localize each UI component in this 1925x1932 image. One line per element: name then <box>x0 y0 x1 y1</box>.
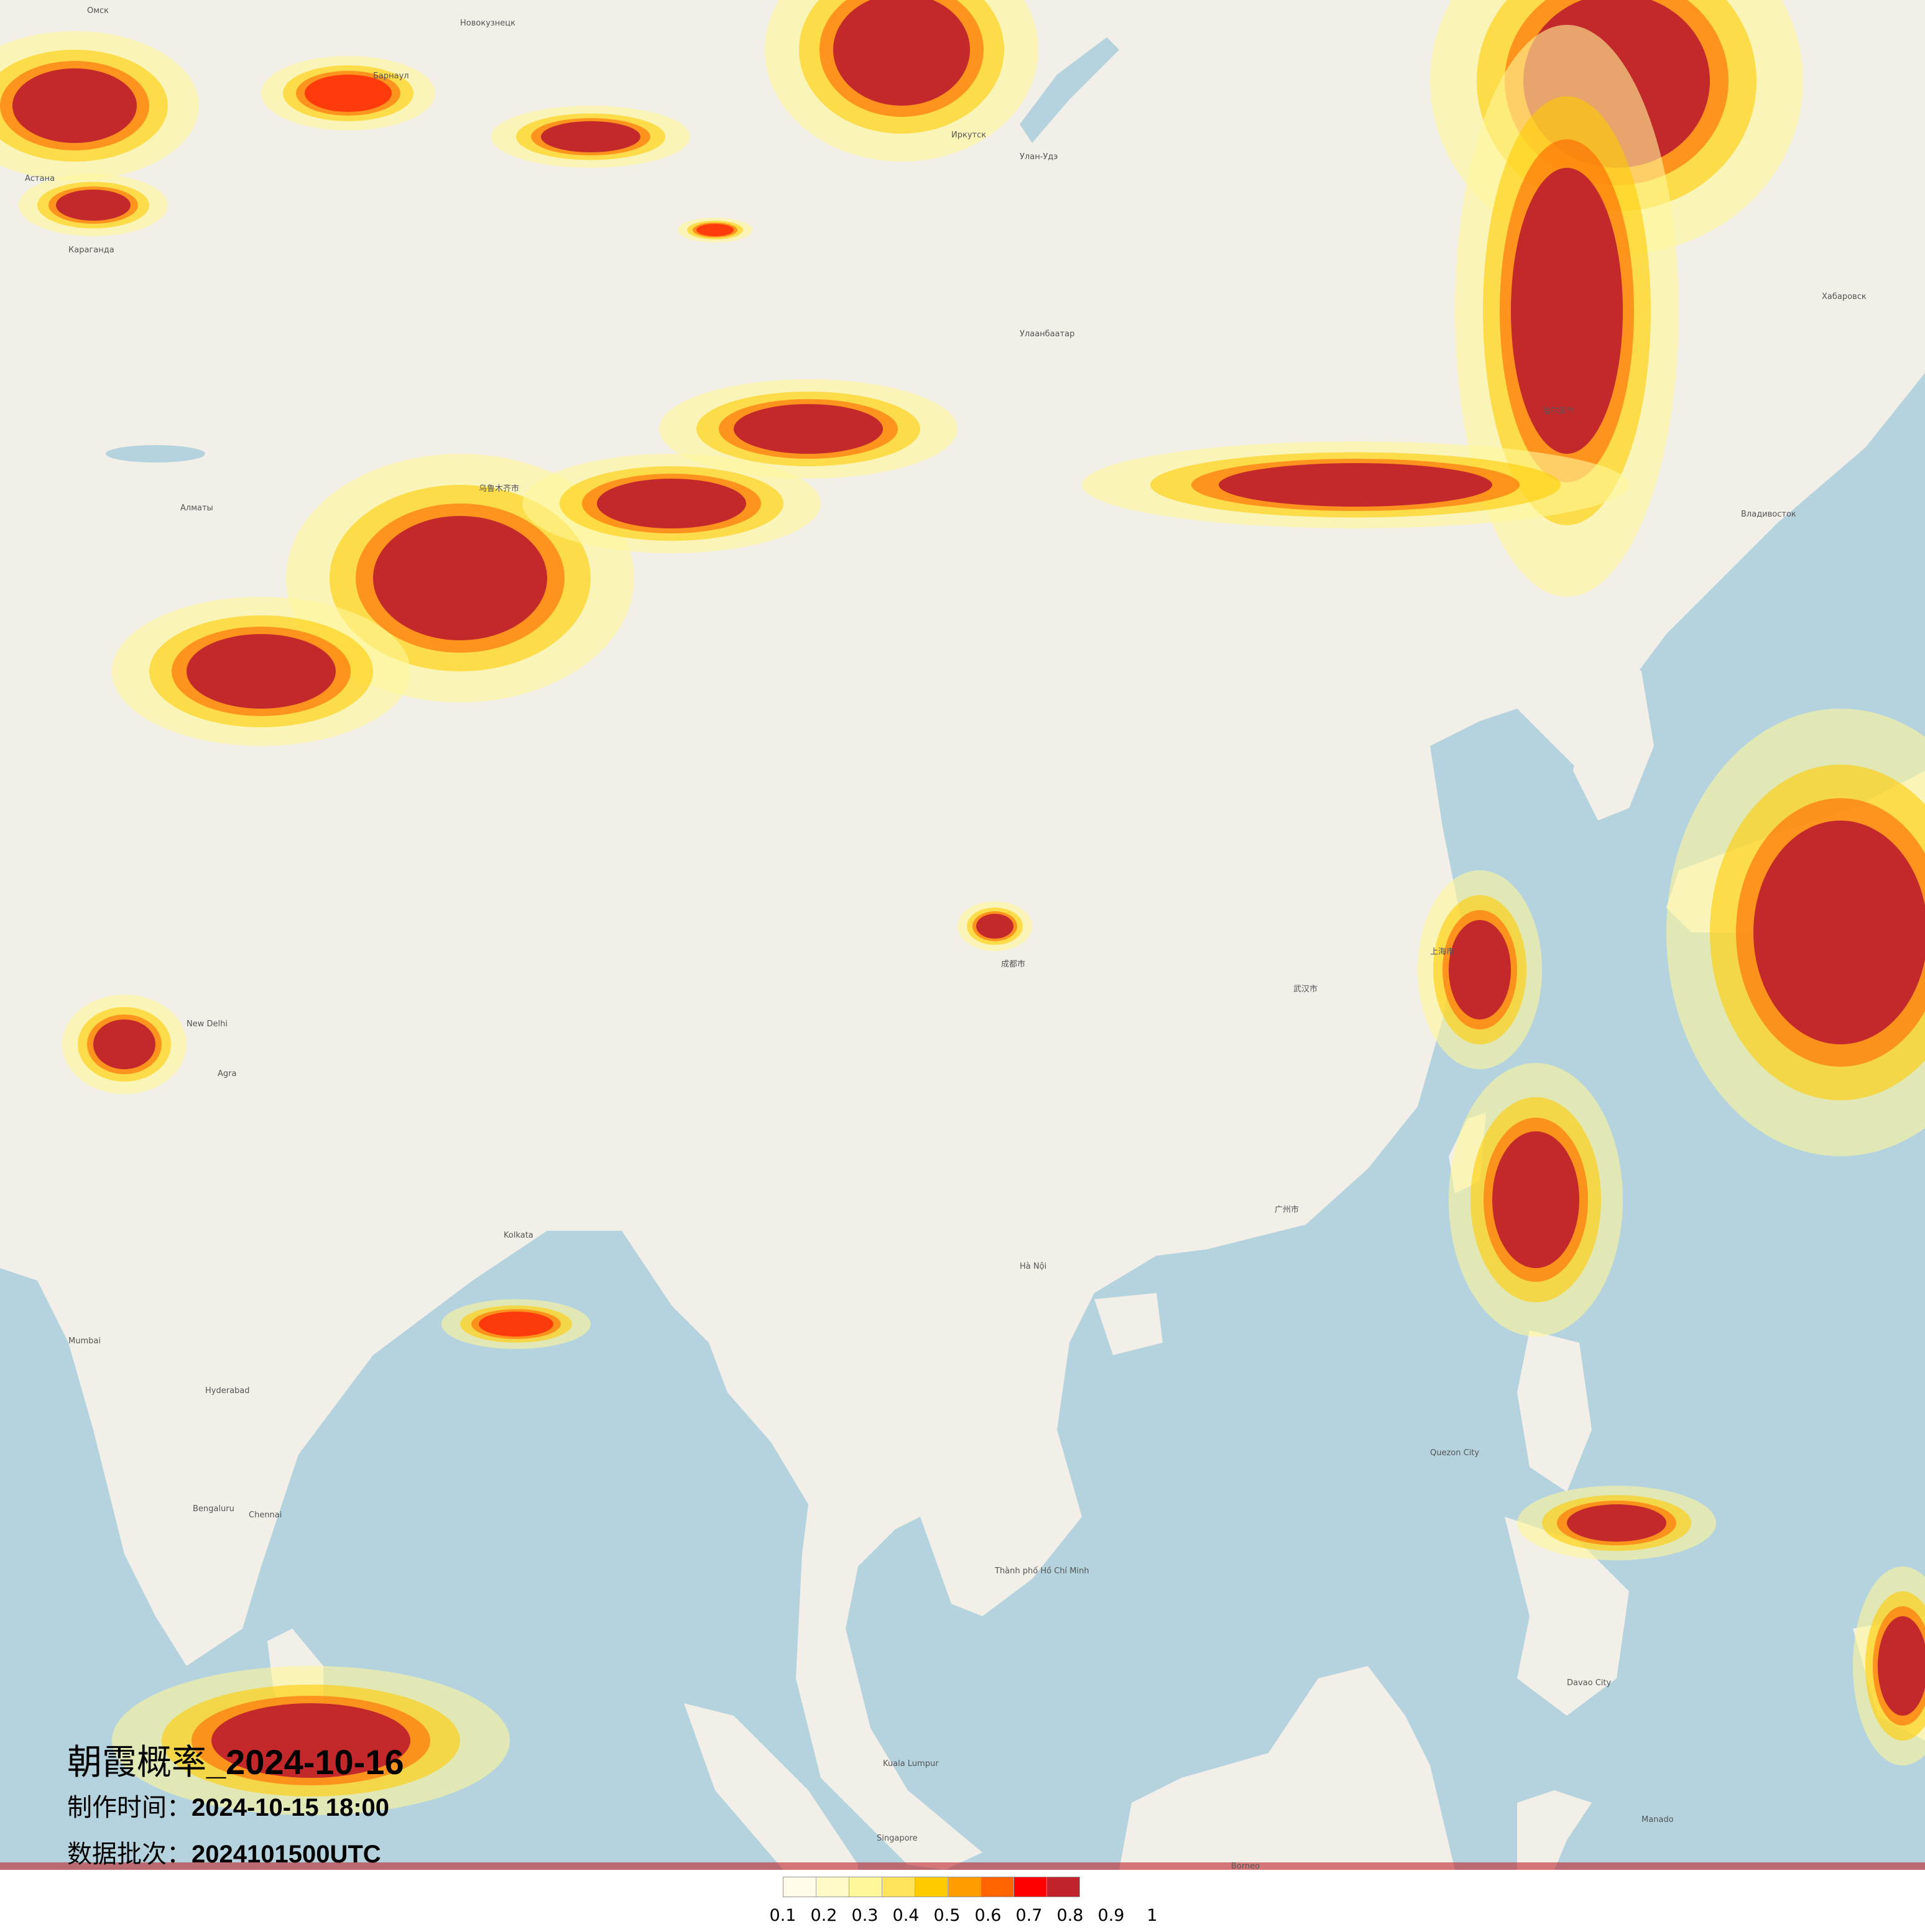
probability-area <box>187 634 336 709</box>
lake-balkhash <box>106 445 205 462</box>
legend-tick: 1 <box>1147 1906 1158 1925</box>
city-label: Улаанбаатар <box>1020 329 1075 339</box>
city-label: Mumbai <box>68 1336 101 1346</box>
title-date: _2024-10-16 <box>206 1742 404 1782</box>
city-label: Алматы <box>180 504 213 513</box>
city-label: 广州市 <box>1275 1205 1299 1215</box>
legend-swatch <box>1047 1877 1079 1897</box>
city-label: Manado <box>1641 1815 1674 1824</box>
data-batch-value: 2024101500UTC <box>192 1841 381 1868</box>
city-label: Thành phố Hồ Chí Minh <box>995 1566 1089 1576</box>
city-label: Hà Nội <box>1020 1262 1047 1271</box>
data-batch-label: 数据批次： <box>67 1840 192 1869</box>
probability-area <box>1753 821 1925 1044</box>
korea <box>1573 634 1654 821</box>
base-map[interactable] <box>0 0 1925 1870</box>
legend-swatch <box>981 1877 1014 1897</box>
probability-area <box>976 914 1013 939</box>
city-label: Kuala Lumpur <box>883 1759 939 1769</box>
probability-area <box>211 1703 410 1778</box>
legend-tick: 0.3 <box>851 1906 879 1925</box>
probability-area <box>541 121 640 152</box>
legend-swatch <box>816 1877 849 1897</box>
legend-swatch <box>1014 1877 1047 1897</box>
legend-swatch <box>915 1877 948 1897</box>
city-label: 成都市 <box>1001 960 1026 969</box>
city-label: Владивосток <box>1741 510 1796 519</box>
legend-tick: 0.7 <box>1015 1906 1043 1925</box>
city-label: Караганда <box>68 246 114 255</box>
city-label: 武汉市 <box>1293 985 1318 994</box>
probability-area <box>93 1019 155 1069</box>
legend-tick: 0.6 <box>974 1906 1002 1925</box>
title-text: 朝霞概率 <box>67 1742 206 1783</box>
probability-overlay <box>0 0 1925 1815</box>
probability-area <box>305 75 392 112</box>
probability-area <box>1449 920 1511 1019</box>
color-legend <box>783 1877 1080 1897</box>
probability-area <box>1567 1504 1666 1542</box>
city-label: 上海市 <box>1430 947 1455 957</box>
hainan <box>1094 1293 1163 1355</box>
probability-area <box>734 404 883 454</box>
city-label: 哈尔滨市 <box>1542 407 1575 416</box>
legend-swatch <box>783 1877 816 1897</box>
city-label: Chennai <box>249 1511 282 1520</box>
visayas-mindanao <box>1505 1517 1629 1716</box>
made-time-value: 2024-10-15 18:00 <box>192 1794 390 1821</box>
city-label: Quezon City <box>1430 1448 1480 1458</box>
probability-area <box>696 224 734 236</box>
bottom-band <box>0 1862 1925 1870</box>
city-label: Borneo <box>1231 1862 1260 1871</box>
city-label: Барнаул <box>373 71 409 81</box>
legend-tick: 0.9 <box>1097 1906 1125 1925</box>
city-label: Астана <box>25 174 55 183</box>
city-label: Омск <box>87 6 109 16</box>
city-label: Улан-Удэ <box>1020 152 1058 162</box>
made-time-label: 制作时间： <box>67 1793 192 1822</box>
probability-area <box>12 68 137 143</box>
legend-tick: 0.8 <box>1056 1906 1084 1925</box>
probability-area <box>479 1312 553 1336</box>
made-time: 制作时间：2024-10-15 18:00 <box>67 1787 389 1823</box>
lake-baikal <box>1020 37 1119 143</box>
legend-tick: 0.1 <box>769 1906 796 1925</box>
city-label: Kolkata <box>504 1231 533 1240</box>
sumatra <box>684 1703 858 1870</box>
city-label: Иркутск <box>951 131 987 140</box>
borneo <box>1119 1666 1455 1870</box>
data-batch: 数据批次：2024101500UTC <box>67 1834 381 1870</box>
legend-tick: 0.4 <box>892 1906 920 1925</box>
probability-area <box>373 516 547 640</box>
city-label: Bengaluru <box>193 1504 234 1514</box>
legend-swatch <box>948 1877 981 1897</box>
legend-swatch <box>882 1877 915 1897</box>
city-label: Hyderabad <box>205 1386 250 1396</box>
probability-area <box>597 479 746 528</box>
luzon <box>1517 1330 1592 1492</box>
city-label: Новокузнецк <box>460 19 516 28</box>
map-title: 朝霞概率_2024-10-16 <box>67 1734 404 1785</box>
legend-tick: 0.2 <box>810 1906 838 1925</box>
legend-tick: 0.5 <box>933 1906 961 1925</box>
probability-area <box>833 0 970 106</box>
city-label: New Delhi <box>187 1019 228 1029</box>
probability-area <box>1219 463 1492 507</box>
probability-area <box>1492 1131 1579 1268</box>
probability-area <box>1511 168 1623 454</box>
legend-swatch <box>849 1877 882 1897</box>
city-label: 乌鲁木齐市 <box>479 484 520 494</box>
city-label: Davao City <box>1567 1678 1612 1688</box>
sulawesi <box>1517 1790 1592 1870</box>
lakes <box>106 37 1119 462</box>
city-label: Singapore <box>877 1834 918 1843</box>
probability-area <box>56 190 131 221</box>
city-label: Хабаровск <box>1822 292 1867 301</box>
probability-area <box>1878 1616 1925 1716</box>
city-label: Agra <box>218 1069 237 1079</box>
legend-ticks: 0.1 0.2 0.3 0.4 0.5 0.6 0.7 0.8 0.9 1 <box>769 1906 1169 1928</box>
